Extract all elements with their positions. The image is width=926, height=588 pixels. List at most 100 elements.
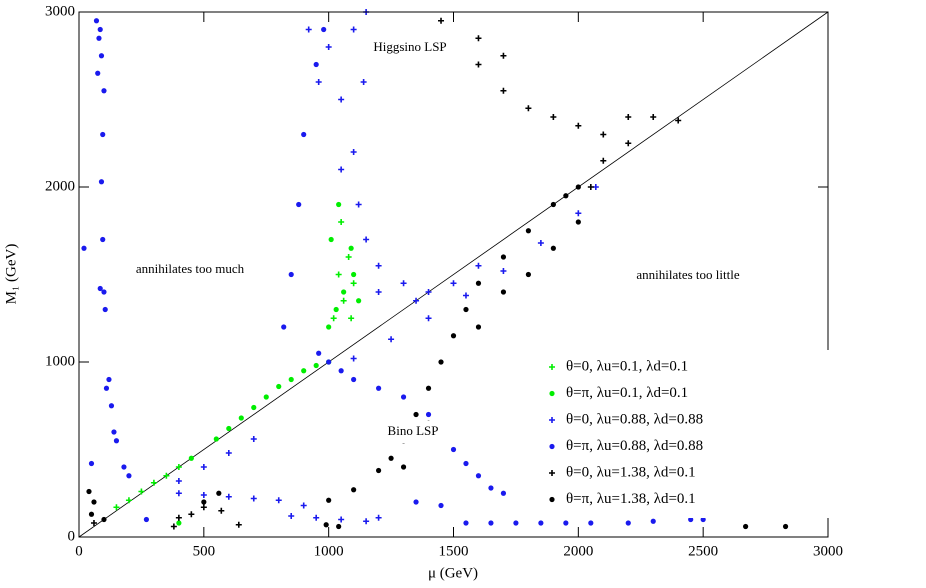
- legend-marker: [549, 443, 555, 450]
- circle-point: [276, 383, 282, 390]
- circle-point: [188, 455, 194, 461]
- circle-point: [500, 490, 507, 496]
- legend-marker: [549, 417, 555, 423]
- plus-point: [500, 87, 507, 94]
- circle-point: [101, 289, 107, 295]
- circle-point: [513, 520, 519, 526]
- plus-point: [200, 464, 207, 470]
- circle-point: [91, 499, 97, 505]
- plus-point: [305, 26, 312, 33]
- circle-point: [743, 523, 749, 530]
- plus-point: [338, 96, 345, 103]
- circle-point: [488, 485, 494, 491]
- circle-point: [550, 245, 556, 251]
- circle-point: [95, 70, 101, 76]
- circle-point: [538, 520, 544, 526]
- circle-point: [450, 446, 457, 453]
- circle-point: [126, 473, 132, 479]
- plus-point: [90, 520, 97, 526]
- plus-point: [450, 280, 457, 287]
- plus-point: [438, 17, 445, 24]
- circle-point: [201, 499, 207, 505]
- plus-point: [175, 464, 182, 470]
- circle-point: [650, 518, 656, 524]
- plus-point: [500, 52, 507, 59]
- circle-point: [313, 362, 319, 369]
- plus-point: [400, 280, 407, 287]
- plus-point: [348, 315, 355, 322]
- legend-marker: [549, 496, 555, 503]
- x-tick-label: 2500: [688, 543, 718, 559]
- legend-label: θ=π, λu=0.88, λd=0.88: [566, 438, 703, 454]
- circle-point: [388, 455, 394, 461]
- circle-point: [400, 394, 407, 400]
- legend-label: θ=π, λu=1.38, λd=0.1: [566, 491, 696, 507]
- circle-point: [103, 385, 110, 391]
- plus-point: [550, 114, 557, 120]
- circle-point: [101, 516, 107, 523]
- plus-point: [340, 297, 347, 304]
- annotation-box: [348, 421, 478, 443]
- circle-point: [475, 324, 482, 330]
- circle-point: [463, 520, 469, 526]
- plus-point: [350, 149, 357, 155]
- circle-point: [326, 359, 332, 365]
- circle-point: [100, 131, 106, 138]
- plus-point: [225, 450, 232, 456]
- circle-point: [425, 411, 432, 418]
- circle-point: [321, 26, 327, 33]
- circle-point: [338, 368, 344, 374]
- plus-point: [138, 488, 145, 495]
- plus-point: [163, 472, 170, 479]
- circle-point: [213, 436, 219, 442]
- diagonal-line: [78, 11, 829, 538]
- circle-point: [376, 467, 382, 474]
- plus-point: [338, 166, 345, 173]
- y-tick-label: 2000: [45, 178, 75, 194]
- plus-point: [300, 502, 307, 509]
- circle-point: [351, 271, 357, 278]
- circle-point: [525, 228, 532, 234]
- circle-point: [226, 425, 232, 432]
- legend-label: θ=0, λu=1.38, λd=0.1: [566, 464, 696, 480]
- circle-point: [98, 179, 105, 185]
- circle-point: [106, 376, 112, 383]
- circle-point: [336, 201, 342, 208]
- plus-point: [175, 490, 182, 497]
- circle-point: [341, 289, 347, 295]
- circle-point: [216, 490, 222, 496]
- plus-point: [150, 479, 157, 486]
- circle-point: [500, 254, 507, 260]
- plus-point: [600, 131, 607, 138]
- circle-point: [488, 520, 494, 526]
- circle-point: [438, 502, 444, 509]
- circle-point: [450, 333, 457, 339]
- circle-point: [400, 464, 407, 470]
- circle-point: [326, 324, 332, 330]
- plus-point: [575, 210, 582, 217]
- plus-point: [175, 514, 182, 521]
- legend-label: θ=π, λu=0.1, λd=0.1: [566, 385, 688, 401]
- circle-point: [328, 236, 334, 243]
- annotation: Higgsino LSP: [373, 39, 446, 54]
- plus-point: [188, 511, 195, 518]
- plus-point: [363, 518, 370, 525]
- circle-point: [356, 298, 362, 304]
- circle-point: [323, 522, 329, 528]
- circle-point: [81, 245, 87, 251]
- circle-point: [102, 306, 108, 313]
- legend-label: θ=0, λu=0.1, λd=0.1: [566, 358, 688, 374]
- circle-point: [413, 411, 419, 418]
- circle-point: [413, 499, 419, 505]
- circle-point: [588, 520, 594, 526]
- circle-point: [288, 271, 294, 278]
- plus-point: [275, 497, 282, 504]
- y-tick-label: 1000: [45, 353, 75, 369]
- annotation: annihilates too little: [636, 267, 739, 282]
- plus-point: [425, 315, 432, 322]
- circle-point: [463, 460, 469, 467]
- plus-point: [363, 236, 370, 243]
- plus-point: [125, 497, 132, 504]
- circle-point: [176, 520, 182, 526]
